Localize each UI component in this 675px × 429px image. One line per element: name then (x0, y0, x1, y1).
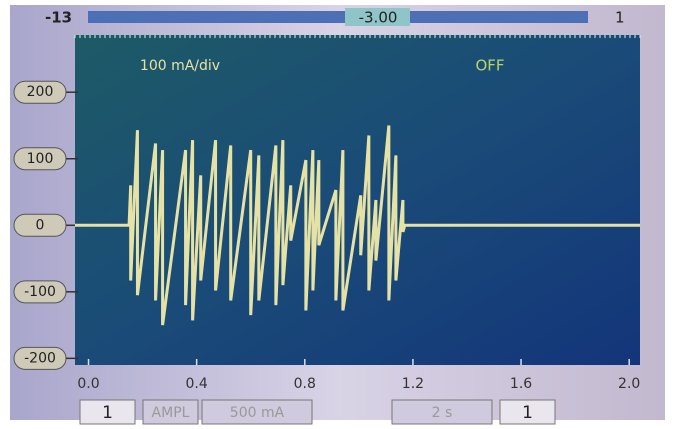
button-label[interactable]: AMPL (152, 405, 190, 421)
y-tick-label: -200 (24, 350, 56, 366)
x-tick-label: 0.0 (77, 376, 99, 392)
scale-label: 100 mA/div (140, 58, 220, 74)
button-label[interactable]: 1 (102, 403, 113, 423)
top-right-label: 1 (615, 9, 625, 27)
top-value: -3.00 (359, 9, 398, 27)
slider-track (88, 11, 588, 23)
x-tick-label: 0.4 (186, 376, 208, 392)
y-tick-label: 100 (27, 151, 54, 167)
button-label[interactable]: 1 (522, 403, 533, 423)
x-tick-label: 2.0 (618, 376, 640, 392)
state-label: OFF (475, 57, 504, 75)
y-tick-label: 0 (36, 217, 45, 233)
x-tick-label: 1.6 (510, 376, 532, 392)
y-tick-label: 200 (27, 84, 54, 100)
button-label[interactable]: 2 s (432, 405, 453, 421)
button-label[interactable]: 500 mA (230, 405, 285, 421)
y-tick-label: -100 (24, 284, 56, 300)
x-tick-label: 1.2 (402, 376, 424, 392)
top-left-label: -13 (45, 9, 72, 27)
scope-screen: -13 -3.00 1 100 mA/div OFF 1 AMPL 500 mA 2 … (0, 0, 675, 425)
x-tick-label: 0.8 (294, 376, 316, 392)
